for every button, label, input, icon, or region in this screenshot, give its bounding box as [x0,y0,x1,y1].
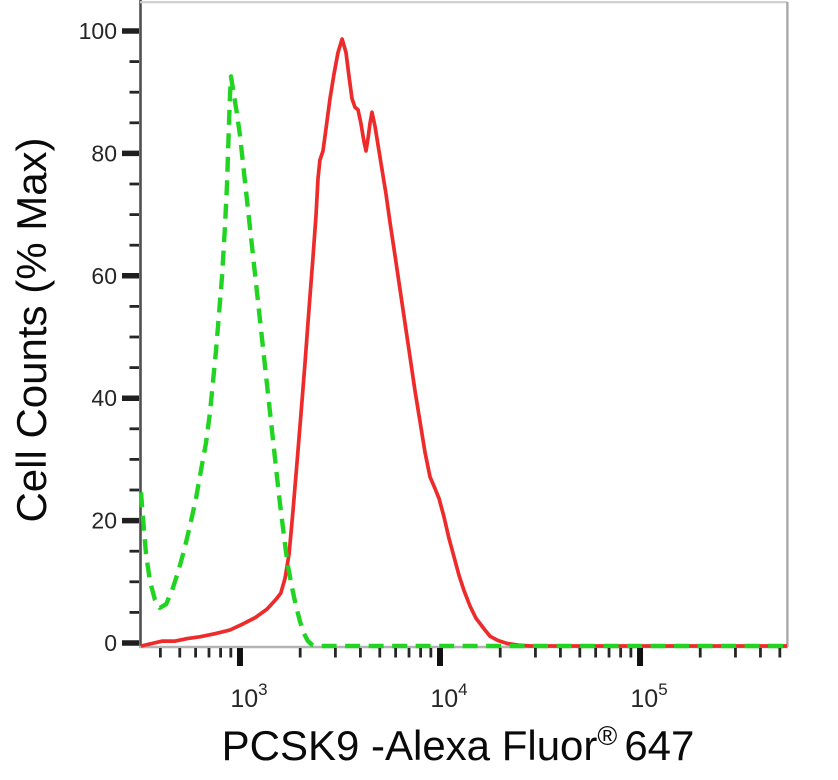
y-axis-title: Cell Counts (% Max) [8,137,55,522]
y-tick-label: 80 [91,140,117,166]
x-tick-label: 103 [230,680,267,713]
y-tick-label: 20 [91,508,117,534]
axis-tick-labels: 0 20 40 60 80 100 103 104 105 [79,18,668,713]
y-tick-label: 100 [79,18,117,44]
axis-ticks [122,28,782,666]
series-red-solid-sample-curve [140,37,787,648]
x-axis-title-number: 647 [624,722,694,769]
plot-frame [139,0,789,649]
x-tick-label: 104 [430,680,467,713]
x-axis-title: PCSK9 -Alexa Fluor® 647 [222,721,695,769]
y-tick-label: 40 [91,385,117,411]
x-tick-label: 105 [630,680,667,713]
y-tick-label: 60 [91,263,117,289]
registered-trademark-icon: ® [597,721,617,751]
series-green-dashed-control-curve [138,74,787,649]
x-axis-title-text: PCSK9 -Alexa Fluor [222,722,598,769]
y-tick-label: 0 [104,630,117,656]
histogram-curves [138,37,787,649]
